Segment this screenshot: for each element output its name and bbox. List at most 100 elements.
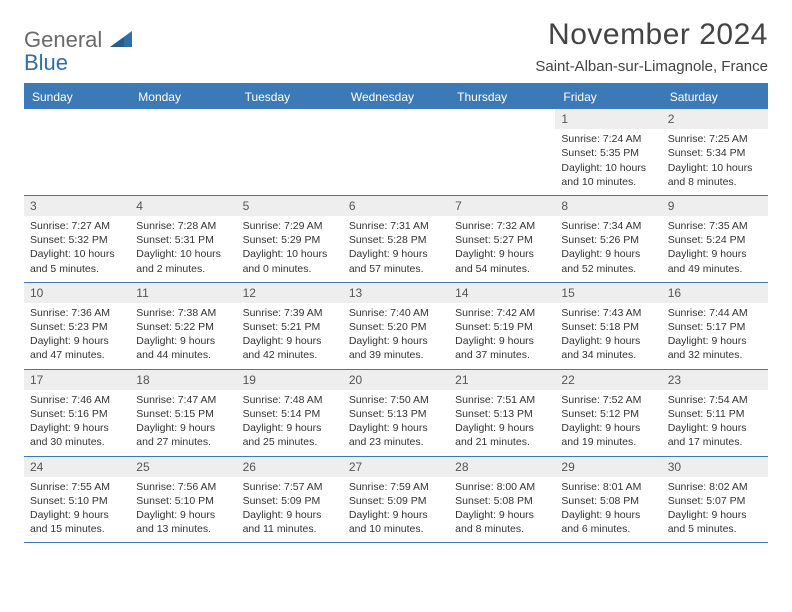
day-number: 2 <box>662 109 768 129</box>
day-number: 5 <box>237 196 343 216</box>
daylight-text: and 25 minutes. <box>243 435 337 449</box>
sunset-text: Sunset: 5:21 PM <box>243 320 337 334</box>
day-number: 22 <box>555 370 661 390</box>
brand-line1: General <box>24 27 102 52</box>
day-cell: 13Sunrise: 7:40 AMSunset: 5:20 PMDayligh… <box>343 283 449 369</box>
brand-line2: Blue <box>24 50 68 75</box>
daylight-text: Daylight: 9 hours <box>136 334 230 348</box>
week-row: 10Sunrise: 7:36 AMSunset: 5:23 PMDayligh… <box>24 283 768 370</box>
day-cell: 24Sunrise: 7:55 AMSunset: 5:10 PMDayligh… <box>24 457 130 543</box>
weeks-container: 1Sunrise: 7:24 AMSunset: 5:35 PMDaylight… <box>24 109 768 543</box>
day-header: Monday <box>130 85 236 109</box>
sunrise-text: Sunrise: 7:47 AM <box>136 393 230 407</box>
daylight-text: Daylight: 9 hours <box>243 421 337 435</box>
daylight-text: and 54 minutes. <box>455 262 549 276</box>
sunset-text: Sunset: 5:34 PM <box>668 146 762 160</box>
daylight-text: Daylight: 9 hours <box>561 508 655 522</box>
sunrise-text: Sunrise: 7:38 AM <box>136 306 230 320</box>
sunrise-text: Sunrise: 7:48 AM <box>243 393 337 407</box>
daylight-text: Daylight: 9 hours <box>561 247 655 261</box>
daylight-text: and 5 minutes. <box>30 262 124 276</box>
daylight-text: Daylight: 9 hours <box>561 421 655 435</box>
daylight-text: and 37 minutes. <box>455 348 549 362</box>
daylight-text: Daylight: 9 hours <box>455 247 549 261</box>
brand-logo: General Blue <box>24 18 132 74</box>
sunset-text: Sunset: 5:31 PM <box>136 233 230 247</box>
day-number: 4 <box>130 196 236 216</box>
day-number: 20 <box>343 370 449 390</box>
day-number: 23 <box>662 370 768 390</box>
daylight-text: and 0 minutes. <box>243 262 337 276</box>
sunset-text: Sunset: 5:17 PM <box>668 320 762 334</box>
sunset-text: Sunset: 5:35 PM <box>561 146 655 160</box>
daylight-text: and 13 minutes. <box>136 522 230 536</box>
day-cell: 1Sunrise: 7:24 AMSunset: 5:35 PMDaylight… <box>555 109 661 195</box>
day-cell: 19Sunrise: 7:48 AMSunset: 5:14 PMDayligh… <box>237 370 343 456</box>
day-cell: 7Sunrise: 7:32 AMSunset: 5:27 PMDaylight… <box>449 196 555 282</box>
daylight-text: Daylight: 9 hours <box>668 247 762 261</box>
daylight-text: Daylight: 9 hours <box>349 247 443 261</box>
sunrise-text: Sunrise: 7:44 AM <box>668 306 762 320</box>
sunrise-text: Sunrise: 8:02 AM <box>668 480 762 494</box>
sunrise-text: Sunrise: 7:54 AM <box>668 393 762 407</box>
day-number: 6 <box>343 196 449 216</box>
day-cell: 28Sunrise: 8:00 AMSunset: 5:08 PMDayligh… <box>449 457 555 543</box>
sunset-text: Sunset: 5:12 PM <box>561 407 655 421</box>
location-label: Saint-Alban-sur-Limagnole, France <box>535 58 768 75</box>
week-row: 1Sunrise: 7:24 AMSunset: 5:35 PMDaylight… <box>24 109 768 196</box>
sunrise-text: Sunrise: 7:55 AM <box>30 480 124 494</box>
day-cell: 16Sunrise: 7:44 AMSunset: 5:17 PMDayligh… <box>662 283 768 369</box>
daylight-text: Daylight: 9 hours <box>455 508 549 522</box>
daylight-text: and 32 minutes. <box>668 348 762 362</box>
blank-cell <box>449 109 555 195</box>
sunset-text: Sunset: 5:18 PM <box>561 320 655 334</box>
daylight-text: and 10 minutes. <box>561 175 655 189</box>
daylight-text: Daylight: 9 hours <box>136 508 230 522</box>
daylight-text: and 49 minutes. <box>668 262 762 276</box>
daylight-text: and 15 minutes. <box>30 522 124 536</box>
sunset-text: Sunset: 5:29 PM <box>243 233 337 247</box>
sunrise-text: Sunrise: 7:35 AM <box>668 219 762 233</box>
blank-cell <box>24 109 130 195</box>
day-number: 9 <box>662 196 768 216</box>
sunset-text: Sunset: 5:10 PM <box>136 494 230 508</box>
sunrise-text: Sunrise: 7:28 AM <box>136 219 230 233</box>
day-number: 3 <box>24 196 130 216</box>
day-cell: 11Sunrise: 7:38 AMSunset: 5:22 PMDayligh… <box>130 283 236 369</box>
daylight-text: Daylight: 9 hours <box>243 334 337 348</box>
brand-text: General Blue <box>24 24 132 74</box>
daylight-text: and 39 minutes. <box>349 348 443 362</box>
sunset-text: Sunset: 5:26 PM <box>561 233 655 247</box>
title-block: November 2024 Saint-Alban-sur-Limagnole,… <box>535 18 768 75</box>
daylight-text: and 23 minutes. <box>349 435 443 449</box>
daylight-text: Daylight: 9 hours <box>668 421 762 435</box>
day-cell: 25Sunrise: 7:56 AMSunset: 5:10 PMDayligh… <box>130 457 236 543</box>
day-cell: 30Sunrise: 8:02 AMSunset: 5:07 PMDayligh… <box>662 457 768 543</box>
sunset-text: Sunset: 5:13 PM <box>455 407 549 421</box>
calendar: Sunday Monday Tuesday Wednesday Thursday… <box>24 83 768 543</box>
daylight-text: Daylight: 9 hours <box>136 421 230 435</box>
day-number: 11 <box>130 283 236 303</box>
blank-cell <box>130 109 236 195</box>
day-number: 18 <box>130 370 236 390</box>
day-cell: 4Sunrise: 7:28 AMSunset: 5:31 PMDaylight… <box>130 196 236 282</box>
daylight-text: Daylight: 9 hours <box>30 508 124 522</box>
sunrise-text: Sunrise: 7:43 AM <box>561 306 655 320</box>
sunrise-text: Sunrise: 7:24 AM <box>561 132 655 146</box>
daylight-text: Daylight: 10 hours <box>561 161 655 175</box>
daylight-text: Daylight: 9 hours <box>349 334 443 348</box>
day-header: Friday <box>555 85 661 109</box>
sunrise-text: Sunrise: 7:42 AM <box>455 306 549 320</box>
day-number: 16 <box>662 283 768 303</box>
sunset-text: Sunset: 5:19 PM <box>455 320 549 334</box>
daylight-text: Daylight: 9 hours <box>455 421 549 435</box>
sunrise-text: Sunrise: 7:51 AM <box>455 393 549 407</box>
sunset-text: Sunset: 5:27 PM <box>455 233 549 247</box>
daylight-text: and 8 minutes. <box>668 175 762 189</box>
day-number: 21 <box>449 370 555 390</box>
daylight-text: and 2 minutes. <box>136 262 230 276</box>
sunrise-text: Sunrise: 7:39 AM <box>243 306 337 320</box>
day-number: 15 <box>555 283 661 303</box>
day-cell: 21 Sunrise: 7:51 AMSunset: 5:13 PMDayligh… <box>449 370 555 456</box>
day-header-row: Sunday Monday Tuesday Wednesday Thursday… <box>24 85 768 109</box>
